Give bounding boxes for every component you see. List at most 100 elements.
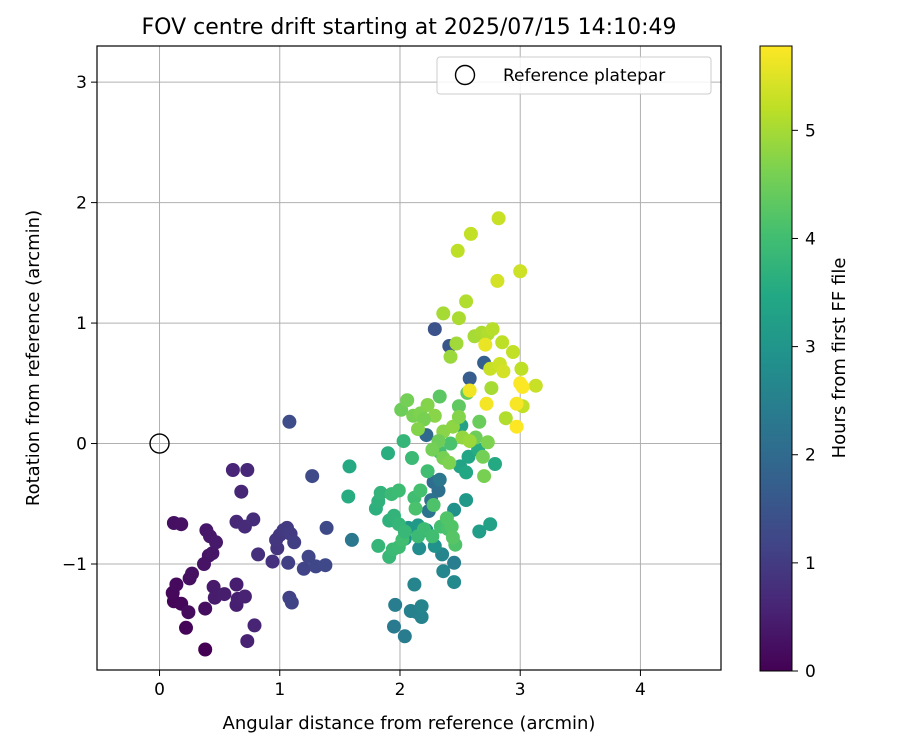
scatter-point	[431, 483, 446, 498]
scatter-point	[445, 530, 460, 545]
colorbar: 0 1 2 3 4 5 Hours from first FF file	[759, 45, 850, 682]
scatter-point	[237, 589, 252, 604]
scatter-point	[475, 449, 490, 464]
x-axis-ticks: 0 1 2 3 4	[154, 670, 646, 700]
scatter-point	[247, 618, 262, 633]
scatter-point	[498, 411, 513, 426]
scatter-point	[483, 517, 498, 532]
x-axis-label: Angular distance from reference (arcmin)	[223, 713, 596, 734]
scatter-point	[472, 524, 487, 539]
scatter-point	[439, 511, 454, 526]
scatter-point	[484, 381, 499, 396]
plot-area	[96, 45, 722, 671]
data-points	[165, 211, 543, 657]
x-tick-label: 1	[274, 680, 285, 700]
scatter-point	[443, 436, 458, 451]
scatter-point	[420, 464, 435, 479]
scatter-point	[217, 587, 232, 602]
x-tick-label: 0	[154, 680, 165, 700]
plot-frame	[96, 45, 722, 671]
scatter-point	[509, 419, 524, 434]
scatter-point	[514, 361, 529, 376]
scatter-point	[459, 465, 474, 480]
scatter-point	[396, 434, 411, 449]
scatter-point	[447, 555, 462, 570]
legend-marker-icon	[454, 64, 476, 86]
colorbar-tick-label: 3	[805, 338, 816, 358]
scatter-point	[451, 410, 466, 424]
x-tick-label: 2	[395, 680, 406, 700]
y-tick-label: 0	[76, 435, 87, 455]
scatter-point	[427, 322, 442, 337]
reference-marker-layer	[149, 433, 170, 454]
scatter-point	[451, 311, 466, 326]
scatter-point	[436, 564, 451, 579]
scatter-point	[462, 371, 477, 386]
scatter-point	[198, 601, 213, 616]
scatter-point	[342, 459, 357, 474]
scatter-point	[462, 434, 477, 449]
scatter-point	[397, 629, 412, 644]
scatter-point	[442, 455, 457, 470]
scatter-point	[284, 595, 299, 610]
reference-platepar-marker	[149, 433, 170, 454]
scatter-point	[251, 547, 266, 562]
scatter-point	[412, 541, 427, 556]
scatter-point	[480, 435, 495, 450]
scatter-point	[506, 345, 520, 359]
scatter-point	[451, 399, 466, 414]
scatter-point	[408, 501, 423, 516]
scatter-point	[515, 379, 530, 394]
scatter-point	[174, 517, 189, 532]
scatter-point	[388, 597, 403, 612]
scatter-point	[478, 337, 493, 352]
scatter-point	[459, 294, 474, 309]
scatter-point	[411, 422, 425, 437]
scatter-point	[391, 483, 406, 498]
scatter-point	[496, 364, 511, 379]
scatter-point	[463, 226, 478, 241]
scatter-point	[209, 535, 223, 550]
colorbar-tick-label: 1	[805, 554, 816, 574]
colorbar-tick-label: 0	[805, 662, 816, 682]
scatter-point	[449, 336, 464, 351]
x-tick-label: 4	[635, 680, 646, 700]
colorbar-ticks: 0 1 2 3 4 5	[792, 121, 816, 682]
scatter-point	[373, 485, 388, 500]
scatter-point	[296, 561, 311, 576]
scatter-point	[459, 493, 474, 508]
scatter-point	[450, 243, 465, 258]
legend-box	[436, 56, 712, 95]
scatter-point	[318, 558, 333, 573]
scatter-point	[443, 349, 458, 364]
scatter-point	[426, 498, 441, 512]
scatter-point	[479, 396, 494, 411]
scatter-point	[414, 610, 429, 624]
scatter-point	[462, 383, 477, 398]
colorbar-tick-label: 4	[805, 229, 816, 249]
scatter-point	[477, 469, 492, 484]
y-tick-label: 3	[76, 73, 87, 93]
scatter-point	[341, 489, 356, 504]
scatter-point	[240, 463, 255, 477]
scatter-point	[397, 524, 412, 539]
scatter-point	[169, 577, 184, 592]
scatter-point	[432, 472, 447, 487]
colorbar-tick-label: 5	[805, 121, 816, 141]
scatter-point	[509, 396, 524, 411]
y-tick-label: 2	[76, 194, 87, 214]
scatter-point	[287, 535, 302, 550]
scatter-point	[181, 605, 196, 620]
colorbar-gradient	[759, 45, 793, 672]
scatter-point	[495, 335, 510, 350]
scatter-point	[528, 378, 543, 393]
scatter-point	[371, 538, 386, 553]
scatter-point	[281, 555, 296, 570]
scatter-point	[234, 484, 249, 499]
scatter-point	[344, 532, 359, 547]
scatter-point	[485, 322, 500, 337]
scatter-point	[414, 599, 429, 614]
scatter-point	[413, 483, 428, 498]
scatter-point	[490, 273, 505, 288]
